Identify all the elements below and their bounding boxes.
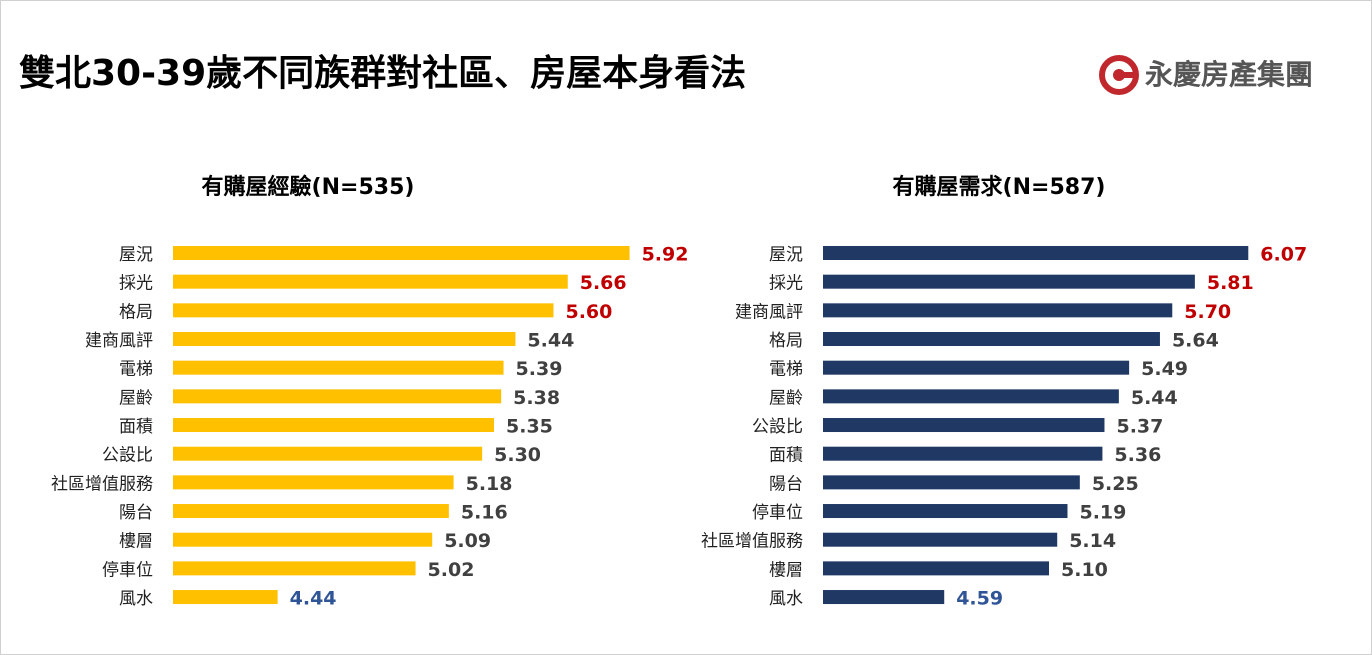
logo-text: 永慶房產集團 [1145, 58, 1313, 91]
bar [823, 590, 945, 605]
bar [823, 561, 1049, 576]
value-label: 5.35 [506, 416, 553, 438]
category-label: 公設比 [102, 446, 153, 466]
category-label: 陽台 [119, 503, 153, 523]
chart-title: 有購屋經驗(N=535) [202, 174, 415, 200]
value-label: 5.30 [494, 444, 541, 466]
bar [823, 274, 1195, 289]
value-label: 5.81 [1207, 272, 1254, 294]
value-label: 5.16 [461, 502, 508, 524]
category-label: 陽台 [769, 474, 803, 494]
category-label: 樓層 [119, 532, 153, 552]
category-label: 屋齡 [769, 388, 803, 408]
bar [823, 475, 1080, 490]
value-label: 5.92 [642, 244, 689, 266]
category-label: 面積 [769, 446, 803, 466]
bar [823, 332, 1160, 347]
bar [823, 532, 1058, 547]
value-label: 5.38 [513, 387, 560, 409]
bar [173, 561, 416, 576]
category-label: 社區增值服務 [701, 532, 803, 552]
bar [173, 446, 483, 461]
category-label: 建商風評 [735, 302, 803, 322]
value-label: 4.44 [290, 588, 337, 610]
category-label: 採光 [769, 274, 803, 294]
category-label: 屋齡 [119, 388, 153, 408]
value-label: 5.64 [1172, 330, 1219, 352]
bar [173, 274, 568, 289]
bar [173, 532, 433, 547]
category-label: 電梯 [769, 360, 803, 380]
category-label: 停車位 [102, 560, 153, 580]
bar [173, 475, 454, 490]
category-label: 屋況 [119, 245, 153, 265]
category-label: 社區增值服務 [51, 474, 153, 494]
category-label: 採光 [119, 274, 153, 294]
bar [823, 246, 1249, 260]
category-label: 電梯 [119, 360, 153, 380]
page-title: 雙北30-39歲不同族群對社區、房屋本身看法 [19, 53, 746, 94]
value-label: 5.36 [1114, 444, 1161, 466]
category-label: 樓層 [769, 560, 803, 580]
chart-title: 有購屋需求(N=587) [893, 174, 1106, 200]
value-label: 5.25 [1092, 473, 1139, 495]
bar [173, 360, 504, 375]
value-label: 5.18 [466, 473, 513, 495]
category-label: 屋況 [769, 245, 803, 265]
value-label: 5.10 [1061, 559, 1108, 581]
value-label: 5.37 [1116, 416, 1163, 438]
bar [173, 504, 449, 519]
bar [173, 418, 495, 433]
value-label: 5.14 [1069, 530, 1116, 552]
value-label: 5.60 [565, 301, 612, 323]
category-label: 風水 [119, 589, 153, 609]
value-label: 5.66 [580, 272, 627, 294]
value-label: 5.39 [516, 358, 563, 380]
value-label: 5.09 [444, 530, 491, 552]
bar [173, 332, 516, 347]
value-label: 5.44 [527, 330, 574, 352]
value-label: 5.44 [1131, 387, 1178, 409]
category-label: 格局 [119, 302, 153, 322]
value-label: 5.70 [1184, 301, 1231, 323]
bar [173, 590, 278, 605]
bar [173, 246, 630, 260]
bar [823, 418, 1105, 433]
bar [823, 303, 1173, 318]
bar [823, 446, 1103, 461]
bar [823, 360, 1130, 375]
category-label: 面積 [119, 417, 153, 437]
value-label: 4.59 [956, 588, 1003, 610]
category-label: 公設比 [752, 417, 803, 437]
category-label: 停車位 [752, 503, 803, 523]
bar [823, 389, 1119, 404]
value-label: 6.07 [1260, 244, 1307, 266]
value-label: 5.19 [1079, 502, 1126, 524]
value-label: 5.49 [1141, 358, 1188, 380]
bar [173, 303, 554, 318]
logo-icon [1099, 55, 1139, 95]
bar [823, 504, 1068, 519]
category-label: 風水 [769, 589, 803, 609]
value-label: 5.02 [428, 559, 475, 581]
category-label: 建商風評 [85, 331, 153, 351]
category-label: 格局 [769, 331, 803, 351]
bar [173, 389, 502, 404]
